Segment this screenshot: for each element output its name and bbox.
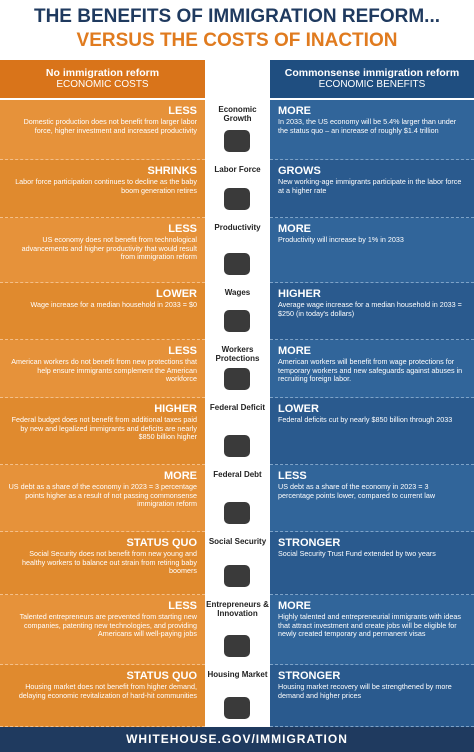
benefit-cell: GROWS New working-age immigrants particip… [270,160,474,218]
category-icon [224,565,250,587]
benefit-head: HIGHER [278,288,321,300]
cost-head: LOWER [156,288,197,300]
cost-head: SHRINKS [147,165,197,177]
cost-head: LESS [168,345,197,357]
cost-cell: LESS Talented entrepreneurs are prevented… [0,595,205,665]
benefit-cell: LOWER Federal deficits cut by nearly $850… [270,398,474,465]
benefit-head: MORE [278,600,311,612]
cost-text: US debt as a share of the economy in 202… [8,482,197,509]
category-label: Labor Force [214,165,261,174]
cost-text: Social Security does not benefit from ne… [22,549,197,576]
benefit-head: LESS [278,470,307,482]
benefit-text: Average wage increase for a median house… [278,300,462,318]
benefit-text: American workers will benefit from wage … [278,357,463,384]
category-label: Housing Market [207,670,268,679]
cost-head: STATUS QUO [126,537,197,549]
benefit-head: MORE [278,345,311,357]
cost-head: LESS [168,223,197,235]
benefit-head: MORE [278,105,311,117]
benefit-text: US debt as a share of the economy in 202… [278,482,436,500]
category-icon [224,435,250,457]
category-icon [224,188,250,210]
category-label: Economic Growth [218,105,257,123]
benefit-text: Federal deficits cut by nearly $850 bill… [278,415,453,424]
benefit-cell: MORE American workers will benefit from w… [270,340,474,398]
cost-cell: HIGHER Federal budget does not benefit fr… [0,398,205,465]
category-label: Social Security [208,537,267,546]
benefit-text: Social Security Trust Fund extended by t… [278,549,436,558]
cost-text: Talented entrepreneurs are prevented fro… [19,612,197,639]
benefit-text: Highly talented and entrepreneurial immi… [278,612,461,639]
right-header: Commonsense immigration reform ECONOMIC … [270,60,474,98]
title-line2: VERSUS THE COSTS OF INACTION [76,30,398,51]
cost-cell: LESS American workers do not benefit from… [0,340,205,398]
left-header: No immigration reform ECONOMIC COSTS [0,60,205,98]
footer: WHITEHOUSE.GOV/IMMIGRATION [0,727,474,752]
benefit-text: Productivity will increase by 1% in 2033 [278,235,404,244]
category-label: Federal Deficit [209,403,266,412]
cost-cell: SHRINKS Labor force participation continu… [0,160,205,218]
benefit-cell: MORE In 2033, the US economy will be 5.4%… [270,100,474,160]
benefit-head: MORE [278,223,311,235]
cost-text: US economy does not benefit from technol… [21,235,197,262]
cost-text: Labor force participation continues to d… [15,177,197,195]
cost-text: Domestic production does not benefit fro… [23,117,197,135]
category-label: Federal Debt [213,470,262,479]
cost-cell: STATUS QUO Social Security does not benef… [0,532,205,595]
benefit-cell: STRONGER Housing market recovery will be … [270,665,474,727]
cost-text: Housing market does not benefit from hig… [18,682,197,700]
cost-head: STATUS QUO [126,670,197,682]
right-title: Commonsense immigration reform [284,67,460,79]
cost-cell: LOWER Wage increase for a median househol… [0,283,205,340]
left-subtitle: ECONOMIC COSTS [56,79,149,90]
right-subtitle: ECONOMIC BENEFITS [318,79,426,90]
category-icon [224,368,250,390]
cost-head: LESS [168,600,197,612]
benefit-text: In 2033, the US economy will be 5.4% lar… [278,117,457,135]
category-icon [224,635,250,657]
category-icon [224,310,250,332]
benefit-text: New working-age immigrants participate i… [278,177,462,195]
category-label: Entrepreneurs & Innovation [206,600,269,618]
category-icon [224,253,250,275]
cost-cell: STATUS QUO Housing market does not benefi… [0,665,205,727]
cost-text: Wage increase for a median household in … [30,300,197,309]
benefit-cell: MORE Highly talented and entrepreneurial … [270,595,474,665]
cost-head: MORE [164,470,197,482]
category-label: Wages [224,288,251,297]
category-icon [224,130,250,152]
cost-cell: LESS Domestic production does not benefit… [0,100,205,160]
category-icon [224,697,250,719]
benefit-text: Housing market recovery will be strength… [278,682,452,700]
cost-cell: LESS US economy does not benefit from tec… [0,218,205,283]
category-label: Productivity [214,223,261,232]
benefit-head: LOWER [278,403,319,415]
benefit-cell: LESS US debt as a share of the economy in… [270,465,474,532]
cost-head: LESS [168,105,197,117]
cost-head: HIGHER [154,403,197,415]
left-title: No immigration reform [45,67,160,79]
benefit-head: STRONGER [278,670,341,682]
cost-text: American workers do not benefit from new… [11,357,197,384]
cost-cell: MORE US debt as a share of the economy in… [0,465,205,532]
benefit-head: STRONGER [278,537,341,549]
cost-text: Federal budget does not benefit from add… [11,415,197,442]
category-label: Workers Protections [215,345,260,363]
benefit-cell: STRONGER Social Security Trust Fund exten… [270,532,474,595]
title-line1: THE BENEFITS OF IMMIGRATION REFORM... [33,6,441,27]
benefit-head: GROWS [278,165,321,177]
benefit-cell: MORE Productivity will increase by 1% in … [270,218,474,283]
category-icon [224,502,250,524]
benefit-cell: HIGHER Average wage increase for a median… [270,283,474,340]
